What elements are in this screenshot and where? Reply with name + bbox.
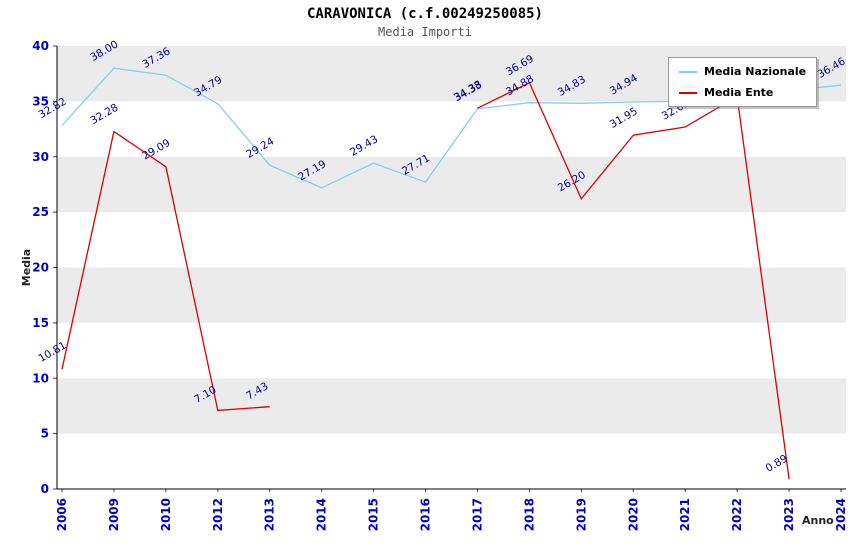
x-tick-label-2012: 2012 — [211, 498, 225, 531]
x-tick-label-2020: 2020 — [626, 498, 640, 531]
x-tick-label-2021: 2021 — [678, 498, 692, 531]
y-tick-label: 25 — [32, 205, 49, 219]
x-tick-label-2017: 2017 — [470, 498, 484, 531]
plot-bands — [57, 46, 846, 489]
chart-title: CARAVONICA (c.f.00249250085) — [306, 6, 543, 22]
x-tick-label-2009: 2009 — [107, 498, 121, 531]
x-tick-label-2010: 2010 — [159, 498, 173, 531]
legend-label-media-ente: Media Ente — [704, 86, 774, 99]
legend: Media Nazionale Media Ente — [668, 57, 818, 107]
x-tick-label-2023: 2023 — [782, 498, 796, 531]
x-tick-label-2013: 2013 — [263, 498, 277, 531]
chart-subtitle: Media Importi — [378, 25, 472, 39]
axes-and-ticks: 0 5 10 15 20 25 30 35 40 2006 2009 2010 2012 2013 2014… — [32, 39, 848, 531]
legend-item-media-nazionale: Media Nazionale — [679, 65, 806, 78]
y-axis-title: Media — [20, 248, 34, 287]
x-axis-title: Anno — [802, 514, 834, 527]
y-tick-label: 5 — [41, 427, 49, 441]
x-tick-label-2022: 2022 — [730, 498, 744, 531]
x-tick-label-2018: 2018 — [522, 498, 536, 531]
legend-line-swatch-ente-icon — [679, 91, 697, 94]
legend-line-swatch-nazionale-icon — [679, 70, 697, 73]
y-tick-label: 30 — [32, 150, 49, 164]
y-tick-label: 35 — [32, 94, 49, 108]
y-tick-label: 0 — [41, 482, 49, 496]
y-tick-label: 10 — [32, 371, 49, 385]
x-tick-label-2024: 2024 — [834, 498, 848, 531]
x-tick-label-2014: 2014 — [315, 498, 329, 531]
x-tick-label-2019: 2019 — [574, 498, 588, 531]
legend-label-media-nazionale: Media Nazionale — [704, 65, 807, 78]
x-tick-label-2015: 2015 — [367, 498, 381, 531]
y-tick-label: 15 — [32, 316, 49, 330]
x-tick-label-2016: 2016 — [419, 498, 433, 531]
y-tick-label: 40 — [32, 39, 49, 53]
x-tick-label-2006: 2006 — [55, 498, 69, 531]
y-tick-label: 20 — [32, 261, 49, 275]
legend-item-media-ente: Media Ente — [679, 86, 806, 99]
